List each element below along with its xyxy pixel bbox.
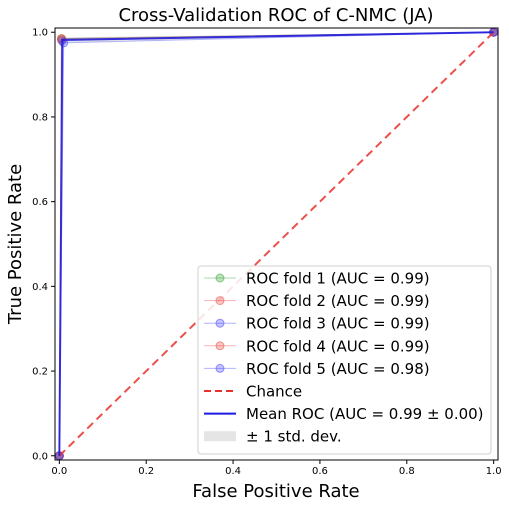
legend-entry: ROC fold 3 (AUC = 0.99) — [204, 315, 430, 333]
y-tick-label: 0.8 — [32, 112, 48, 123]
y-tick-label: 0.0 — [32, 451, 48, 462]
x-tick-label: 0.2 — [138, 466, 154, 477]
legend-swatch-marker — [215, 273, 225, 283]
legend-label: ± 1 std. dev. — [246, 428, 342, 446]
legend-label: ROC fold 3 (AUC = 0.99) — [246, 315, 430, 333]
legend-swatch-marker — [215, 296, 225, 306]
legend-entry: Chance — [204, 383, 302, 401]
legend-label: ROC fold 2 (AUC = 0.99) — [246, 292, 430, 310]
chance-line — [58, 31, 495, 457]
chance-line-layer — [58, 31, 495, 457]
legend-swatch-marker — [215, 363, 225, 373]
legend-label: Chance — [246, 383, 302, 401]
legend-label: ROC fold 1 (AUC = 0.99) — [246, 270, 430, 288]
legend-swatch-marker — [215, 341, 225, 351]
y-tick-label: 0.6 — [32, 197, 48, 208]
plot-frame — [54, 27, 499, 461]
y-tick-label: 0.4 — [32, 282, 48, 293]
legend-frame — [197, 265, 492, 455]
legend-entry: Mean ROC (AUC = 0.99 ± 0.00) — [204, 405, 484, 423]
y-axis-label: True Positive Rate — [5, 164, 26, 325]
y-tick-label: 0.2 — [32, 367, 48, 378]
legend-label: Mean ROC (AUC = 0.99 ± 0.00) — [246, 405, 484, 423]
y-tick-label: 1.0 — [32, 28, 48, 39]
chart-title: Cross-Validation ROC of C-NMC (JA) — [118, 5, 433, 26]
legend-entry: ROC fold 5 (AUC = 0.98) — [204, 360, 430, 378]
x-tick-label: 0.8 — [399, 466, 415, 477]
legend-swatch-marker — [215, 318, 225, 328]
legend: ROC fold 1 (AUC = 0.99) ROC fold 2 (AUC =… — [197, 265, 492, 455]
x-tick-label: 0.6 — [312, 466, 328, 477]
legend-swatch-patch — [204, 431, 236, 442]
legend-entry: ± 1 std. dev. — [204, 428, 342, 446]
mean-roc-line — [58, 31, 494, 456]
legend-entry: ROC fold 4 (AUC = 0.99) — [204, 337, 430, 355]
x-tick-label: 1.0 — [486, 466, 502, 477]
mean-roc-layer — [58, 31, 494, 456]
x-tick-label: 0.4 — [225, 466, 241, 477]
x-tick-label: 0.0 — [51, 466, 67, 477]
x-axis-label: False Positive Rate — [192, 481, 359, 502]
legend-entry: ROC fold 1 (AUC = 0.99) — [204, 270, 430, 288]
legend-label: ROC fold 4 (AUC = 0.99) — [246, 337, 430, 355]
x-axis-ticks: 0.0 0.2 0.4 0.6 0.8 1.0 — [51, 460, 502, 477]
y-axis-ticks: 0.0 0.2 0.4 0.6 0.8 1.0 — [32, 28, 55, 462]
legend-entry: ROC fold 2 (AUC = 0.99) — [204, 292, 430, 310]
legend-label: ROC fold 5 (AUC = 0.98) — [246, 360, 430, 378]
